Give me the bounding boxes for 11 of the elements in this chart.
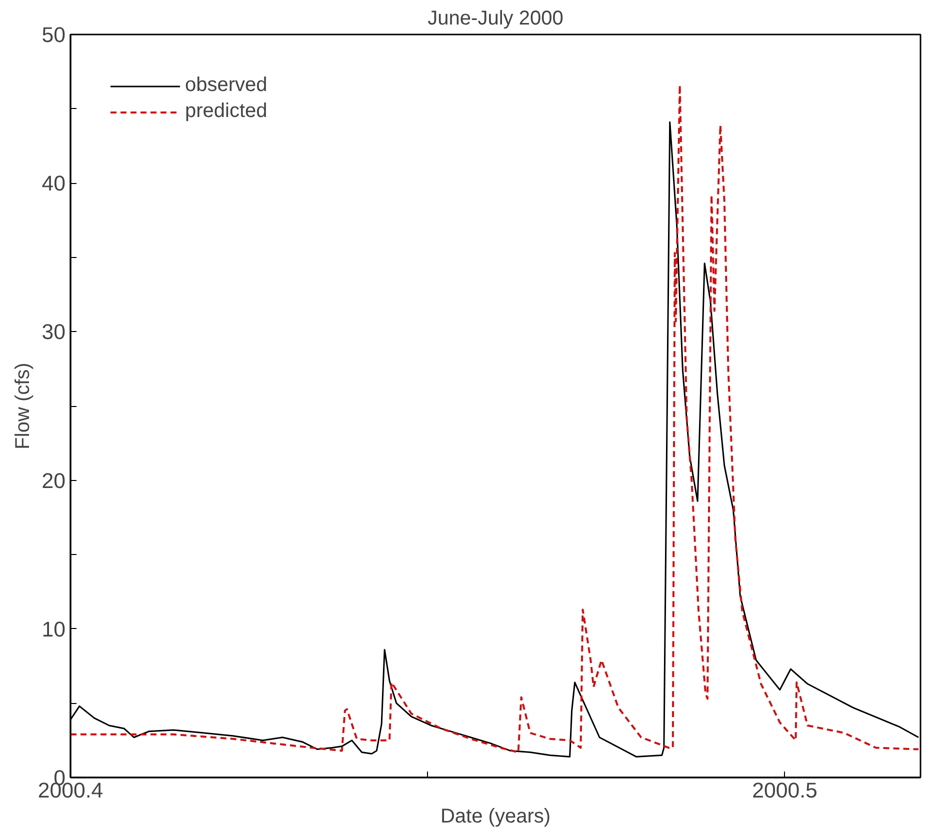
- x-tick-label: 2000.5: [752, 778, 818, 802]
- y-tick-label: 30: [42, 320, 66, 344]
- y-tick-label: 50: [42, 23, 66, 47]
- y-axis-title: Flow (cfs): [12, 362, 34, 450]
- y-tick-label: 40: [42, 172, 66, 196]
- x-axis-title: Date (years): [440, 806, 551, 828]
- chart-title: June-July 2000: [428, 8, 564, 30]
- y-tick-label: 20: [42, 468, 66, 493]
- legend-label: predicted: [185, 100, 268, 123]
- y-tick-label: 10: [42, 617, 66, 642]
- legend-label: observed: [185, 74, 268, 97]
